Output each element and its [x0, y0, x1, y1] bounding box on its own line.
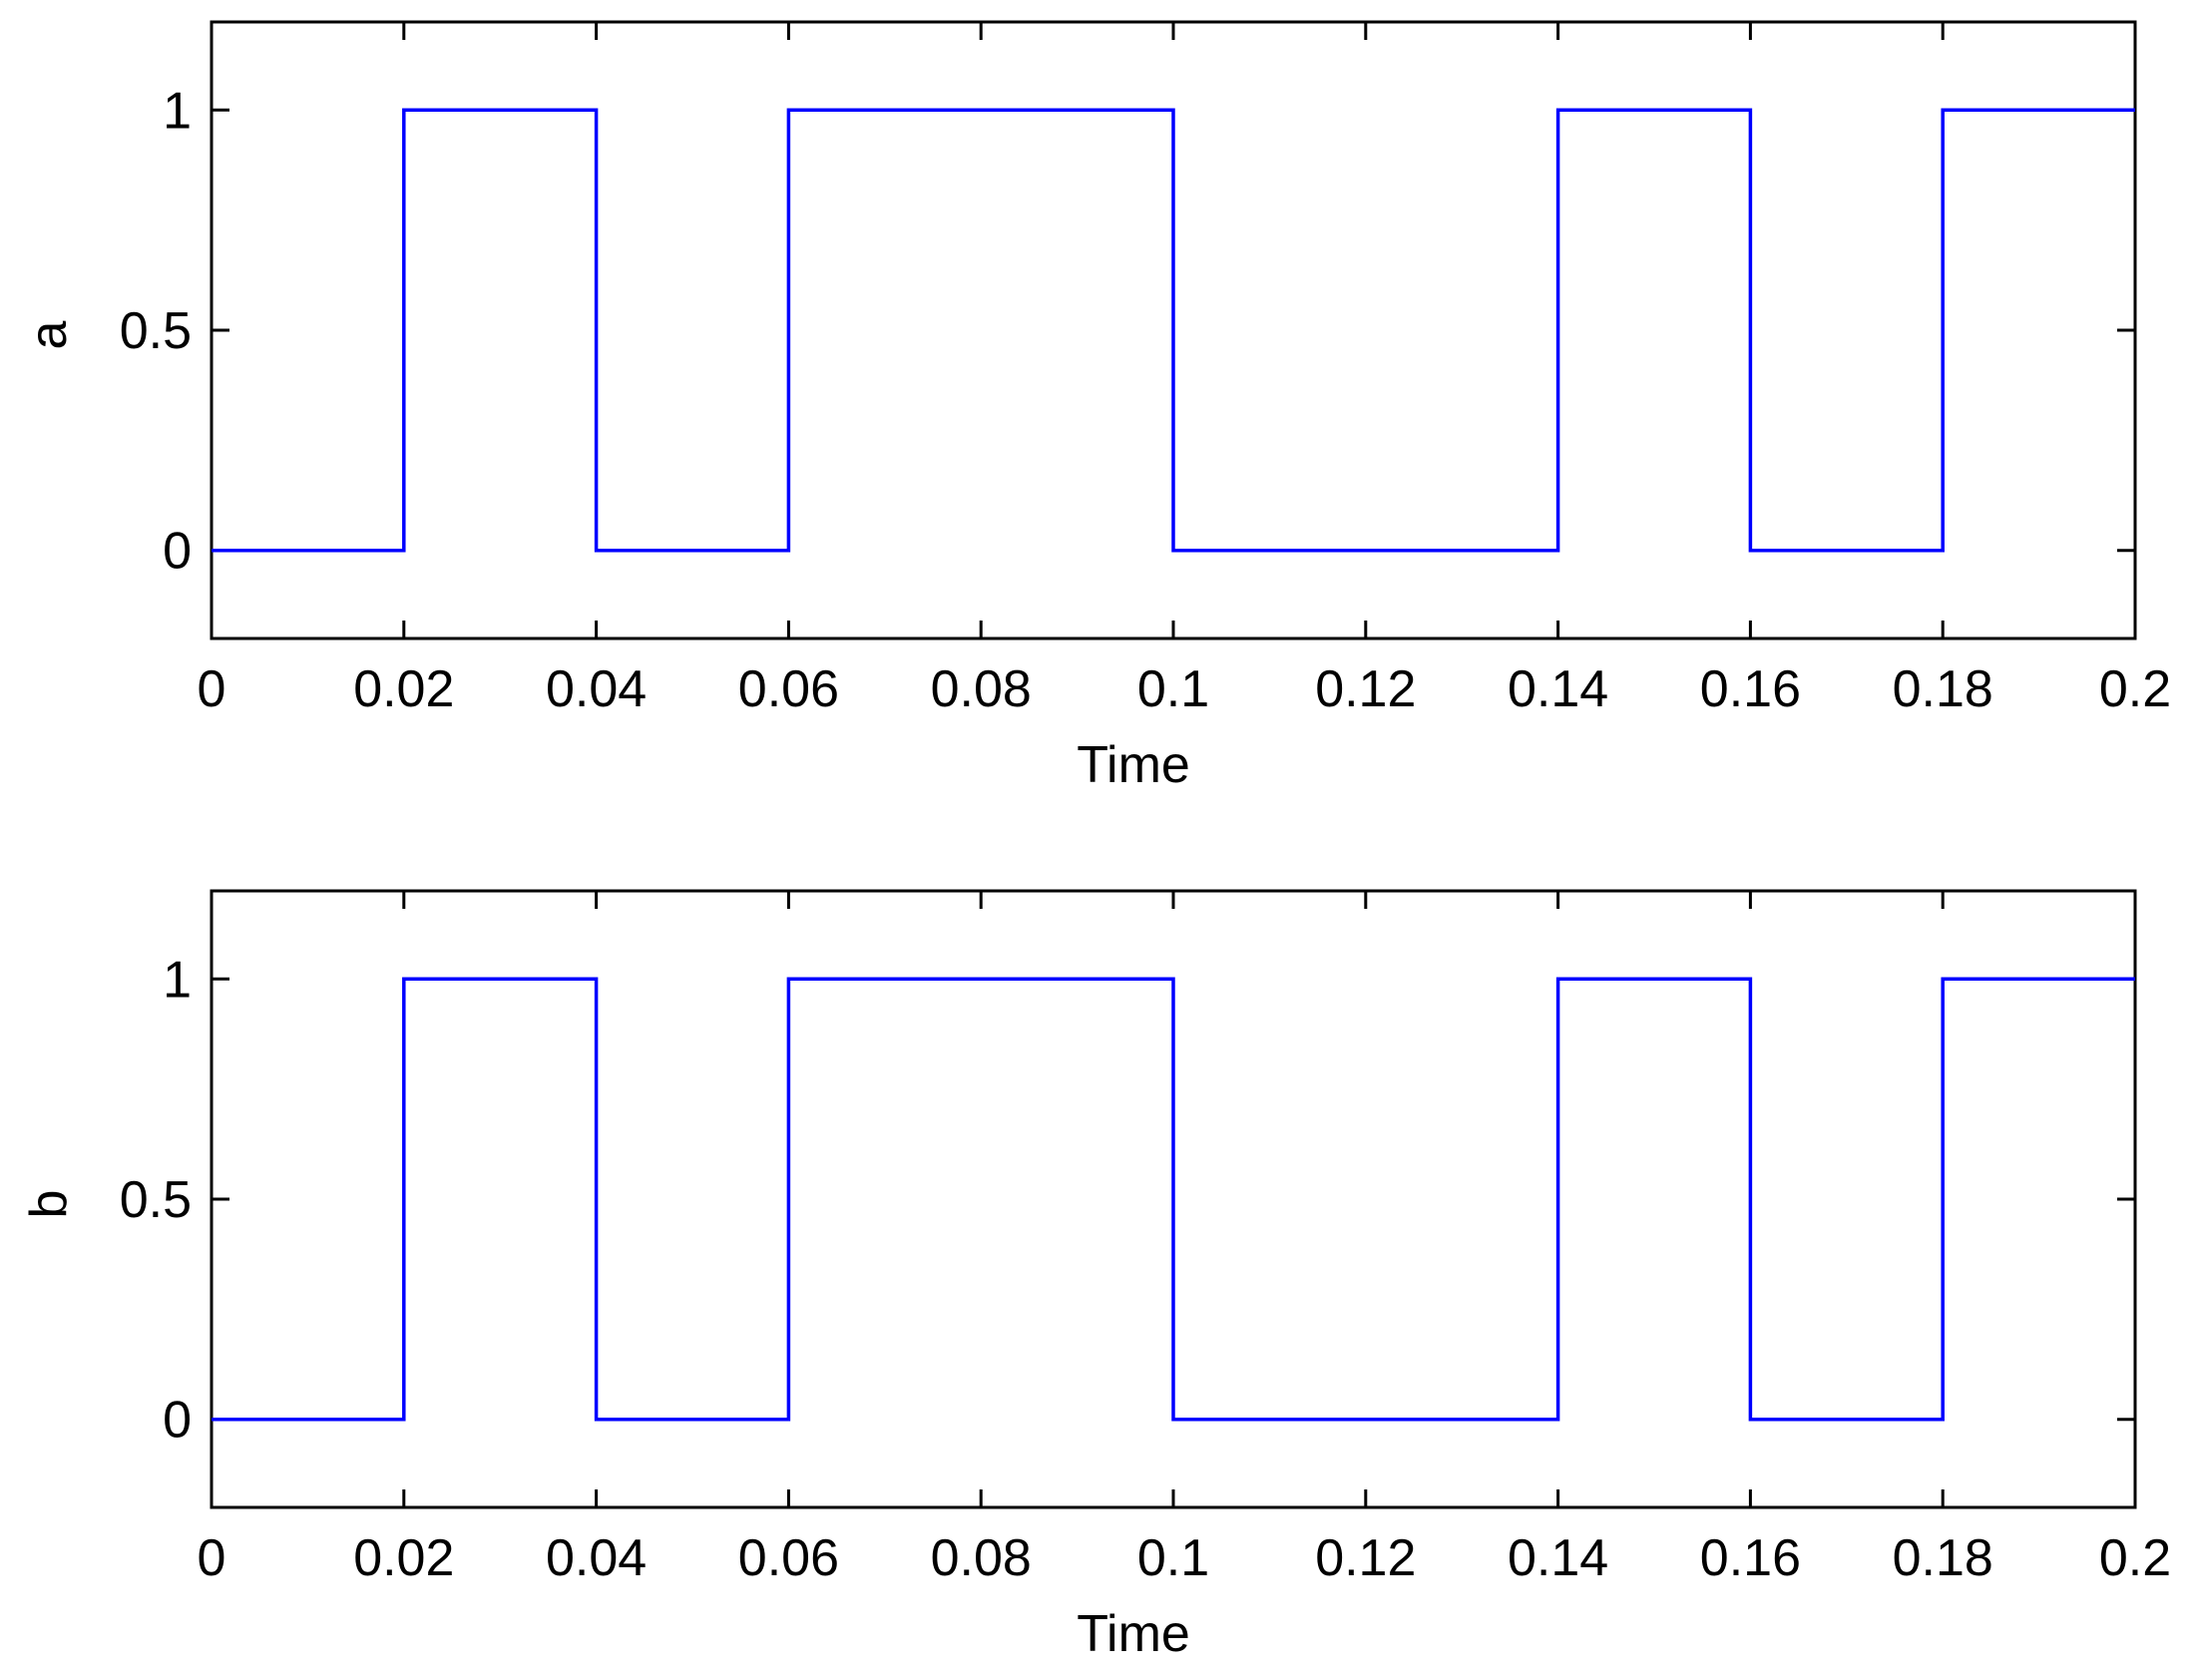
- x-tick-label: 0.18: [1893, 660, 1993, 718]
- x-tick-label: 0.12: [1315, 660, 1416, 718]
- y-tick-label: 0: [163, 1392, 192, 1450]
- y-axis-label: a: [20, 320, 78, 349]
- x-tick-label: 0.14: [1508, 660, 1608, 718]
- x-tick-label: 0.08: [931, 1529, 1032, 1587]
- x-tick-label: 0.08: [931, 660, 1032, 718]
- x-tick-label: 0: [198, 660, 226, 718]
- x-axis-label: Time: [1077, 736, 1190, 794]
- x-tick-label: 0.02: [353, 1529, 454, 1587]
- x-tick-label: 0.06: [738, 660, 839, 718]
- series-line-b: [212, 977, 2135, 1422]
- subplot-b: 0 0.02 0.04 0.06 0.08 0.1 0.12 0.14 0.16 0.18 0.2 0…: [20, 889, 2171, 1663]
- x-tick-label: 0.1: [1137, 660, 1209, 718]
- x-tick-label: 0.04: [546, 660, 647, 718]
- x-axis-label: Time: [1077, 1605, 1190, 1663]
- subplot-a: 0 0.02 0.04 0.06 0.08 0.1 0.12 0.14 0.16 0.18 0.2 0…: [20, 20, 2171, 794]
- x-tick-label: 0.12: [1315, 1529, 1416, 1587]
- x-tick-label: 0.06: [738, 1529, 839, 1587]
- x-tick-label: 0: [198, 1529, 226, 1587]
- x-tick-label: 0.2: [2099, 660, 2171, 718]
- x-tick-label: 0.14: [1508, 1529, 1608, 1587]
- y-tick-label: 1: [163, 82, 192, 140]
- y-tick-label: 0.5: [120, 1171, 192, 1229]
- y-axis-label: b: [20, 1190, 78, 1219]
- y-tick-label: 1: [163, 951, 192, 1009]
- x-tick-label: 0.1: [1137, 1529, 1209, 1587]
- y-tick-label: 0: [163, 523, 192, 581]
- x-tick-label: 0.16: [1700, 1529, 1801, 1587]
- y-tick-label: 0.5: [120, 302, 192, 360]
- series-line-a: [212, 108, 2135, 553]
- x-tick-label: 0.2: [2099, 1529, 2171, 1587]
- x-tick-label: 0.18: [1893, 1529, 1993, 1587]
- x-tick-label: 0.04: [546, 1529, 647, 1587]
- x-tick-label: 0.16: [1700, 660, 1801, 718]
- x-tick-label: 0.02: [353, 660, 454, 718]
